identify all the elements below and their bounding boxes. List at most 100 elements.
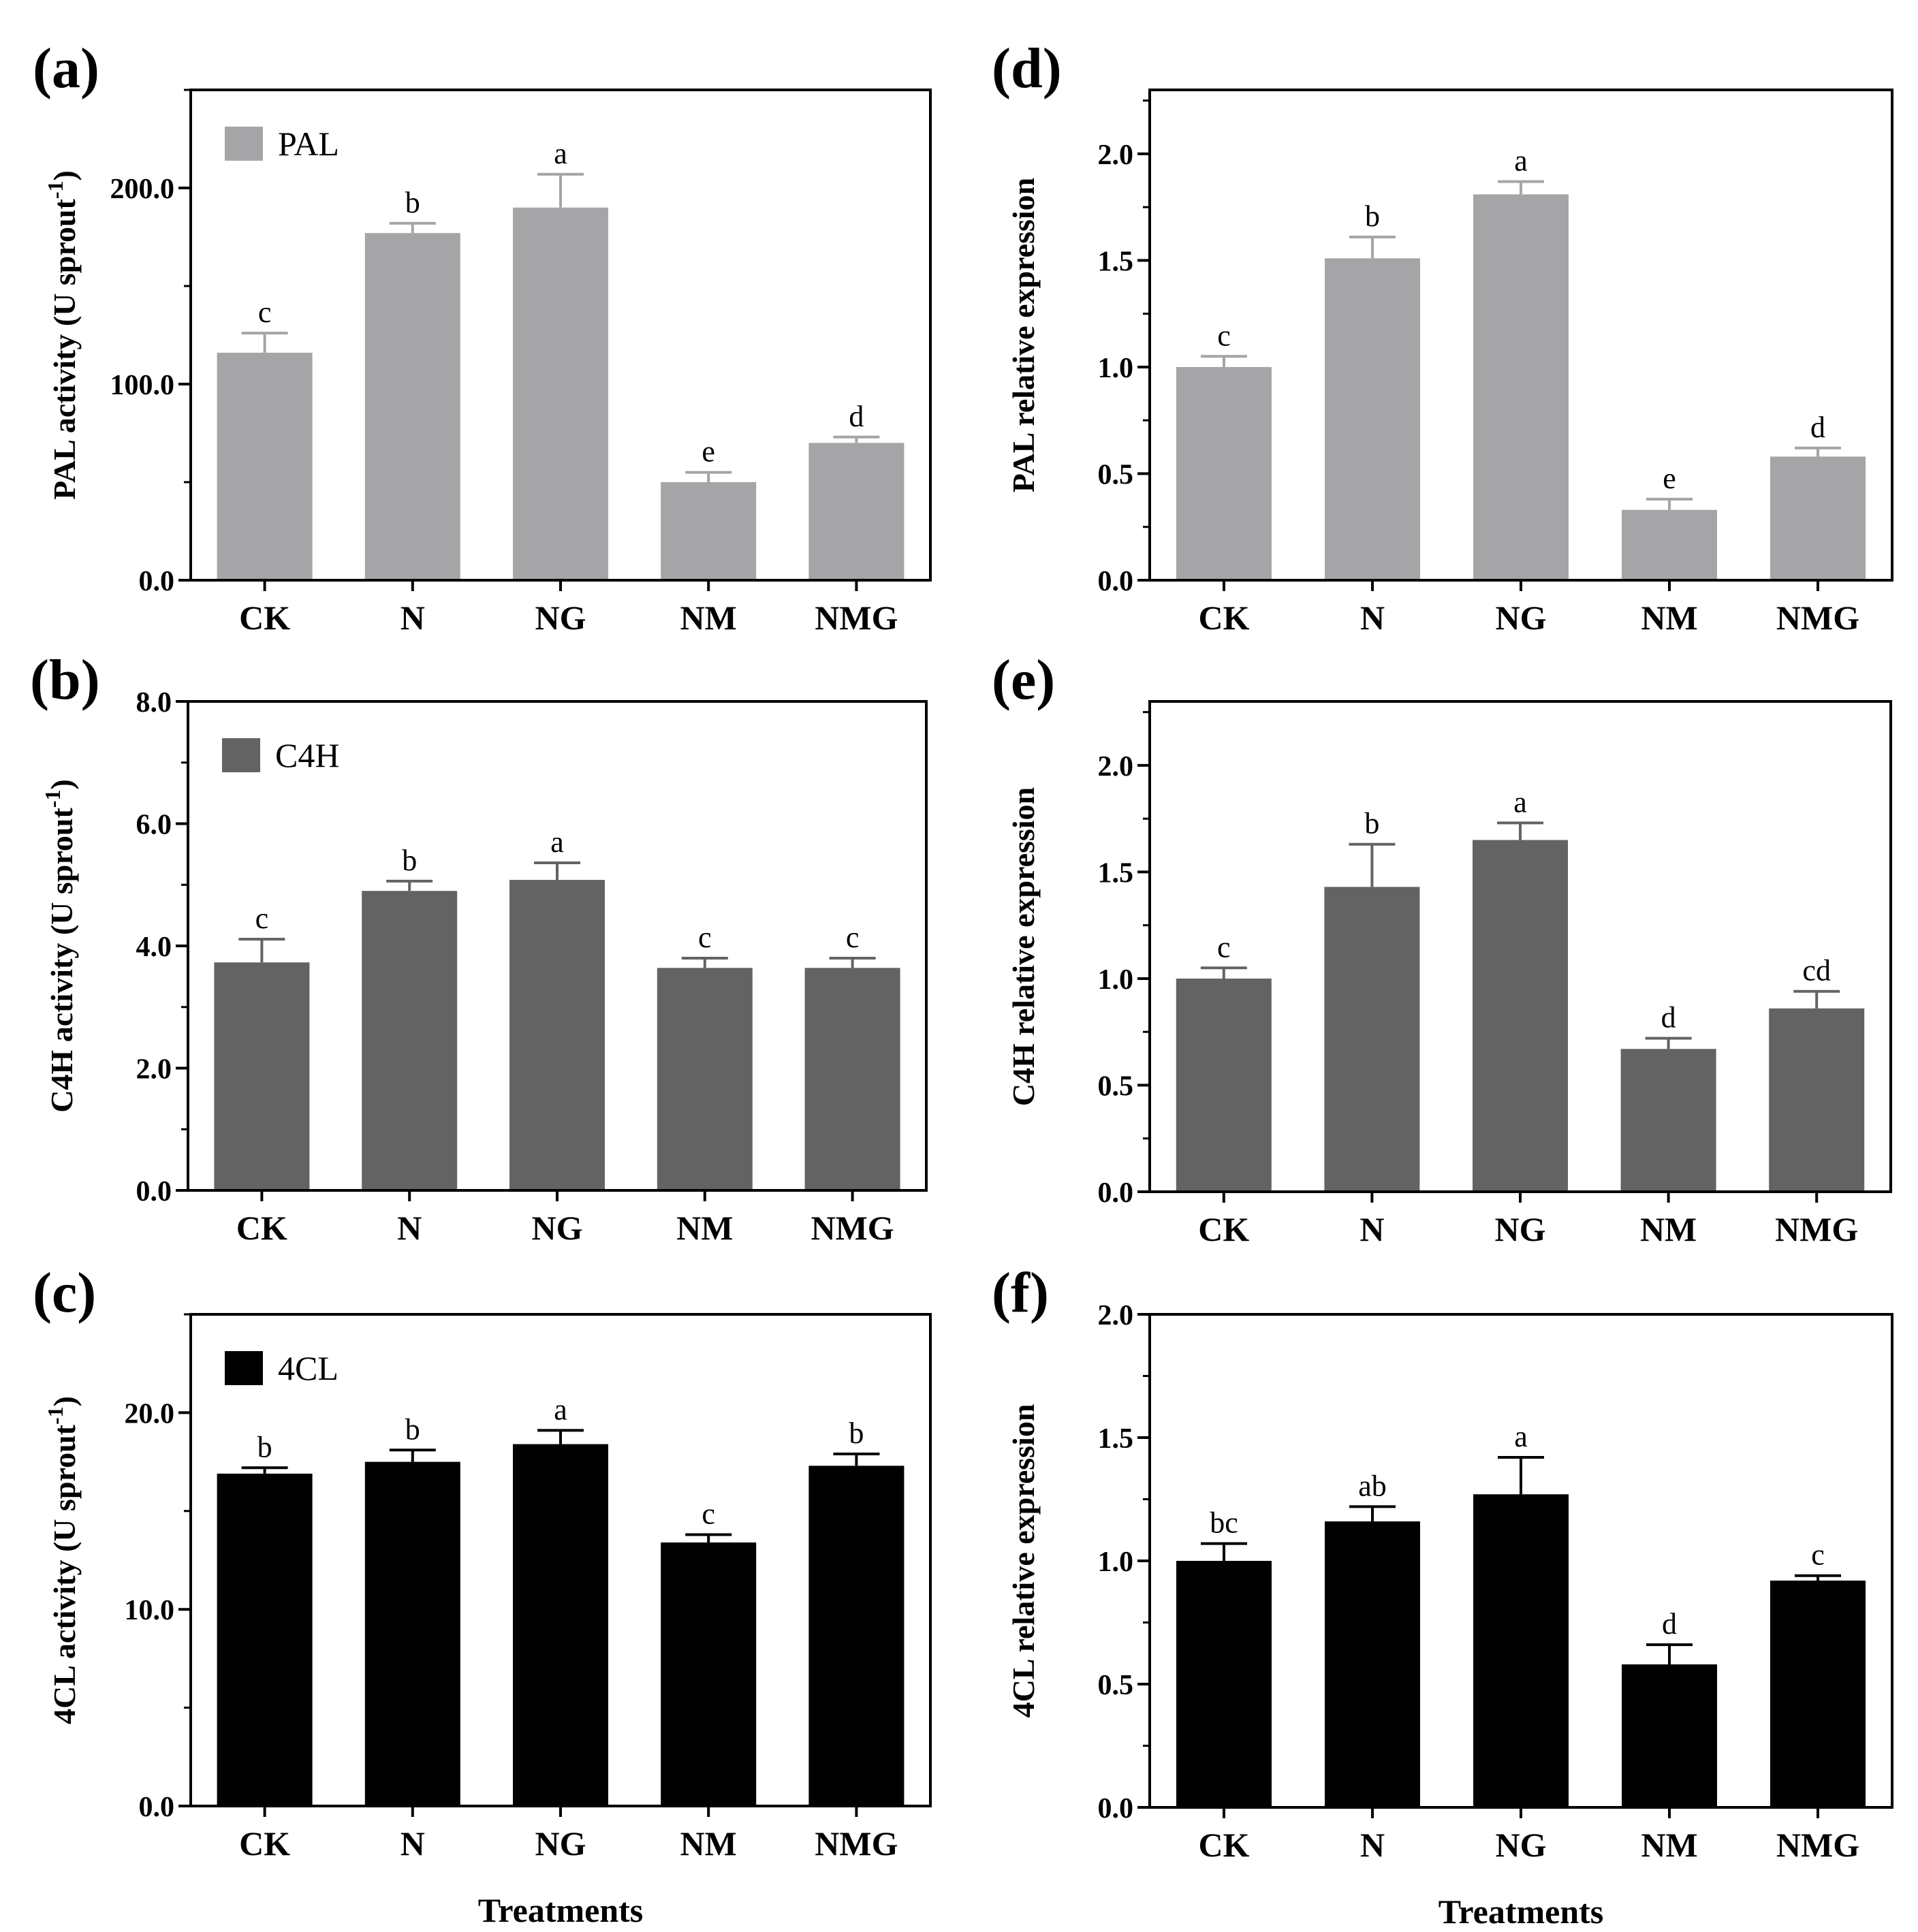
panel-letter: (d) [992, 37, 1062, 100]
y-tick-label: 2.0 [136, 1054, 172, 1086]
x-tick-label: N [400, 1824, 425, 1863]
x-tick-label: CK [239, 599, 290, 637]
significance-label: a [1513, 785, 1527, 819]
significance-label: b [1365, 200, 1380, 233]
x-tick-label: CK [239, 1824, 290, 1863]
x-tick-label: NM [676, 1209, 733, 1247]
bar [808, 1466, 905, 1806]
bar [513, 1444, 608, 1806]
bar [804, 968, 900, 1190]
x-tick-label: NM [1641, 1826, 1697, 1864]
significance-label: c [258, 296, 272, 329]
bar [1770, 1580, 1866, 1807]
significance-label: a [1514, 1420, 1528, 1453]
chart-panel: (f) bc CK ab Na NG d NM c NMG 0.0 0.5 1.0 1.5 2.0 4CL r… [992, 1261, 1893, 1931]
significance-label: cd [1802, 954, 1831, 987]
y-axis-label: C4H activity (U sprout-1) [40, 779, 79, 1113]
chart-panel: (e) c CK b Na NG d NM cd NMG 0.0 0.5 1.0 1.5 2.0 C4H re… [992, 648, 1892, 1248]
legend-label: 4CL [278, 1349, 339, 1387]
x-tick-label: N [1360, 599, 1385, 637]
y-tick-label: 1.5 [1098, 857, 1134, 889]
y-axis-label: C4H relative expression [1006, 787, 1041, 1106]
significance-label: c [1217, 319, 1231, 352]
x-tick-label: NG [1496, 1826, 1547, 1864]
y-tick-label: 100.0 [110, 370, 175, 401]
bar [362, 891, 458, 1190]
y-tick-label: 6.0 [136, 810, 172, 841]
x-tick-label: CK [1198, 1210, 1249, 1248]
x-tick-label: CK [1199, 599, 1250, 637]
bar [217, 352, 313, 580]
chart-panel: (d) c CK b Na NG e NM d NMG 0.0 0.5 1.0 1.5 2.0 PAL rel… [992, 37, 1893, 637]
panel-letter: (f) [992, 1261, 1049, 1325]
bar [509, 880, 605, 1190]
y-tick-label: 0.0 [136, 1176, 172, 1207]
significance-label: a [1514, 144, 1528, 178]
bar [1622, 509, 1717, 580]
significance-label: b [405, 186, 420, 219]
bar [657, 968, 753, 1190]
y-tick-label: 1.5 [1098, 246, 1134, 277]
x-tick-label: NMG [815, 599, 898, 637]
x-tick-label: NMG [1775, 1210, 1858, 1248]
significance-label: c [698, 921, 712, 954]
y-axis-label: 4CL activity (U sprout-1) [43, 1396, 82, 1724]
significance-label: ab [1358, 1469, 1387, 1502]
y-tick-label: 1.0 [1098, 353, 1134, 384]
y-tick-label: 0.0 [1098, 1177, 1134, 1209]
legend-swatch [222, 738, 260, 772]
y-tick-label: 10.0 [125, 1595, 175, 1626]
legend-label: C4H [275, 736, 339, 774]
y-tick-label: 0.0 [1098, 1793, 1134, 1824]
chart-panel: (c) b CK b Na NG c NM b NMG 0.0 10.0 20.0 4CL activit… [33, 1261, 932, 1929]
significance-label: c [702, 1497, 715, 1530]
significance-label: e [1663, 462, 1676, 495]
significance-label: a [554, 137, 567, 170]
significance-label: bc [1210, 1506, 1238, 1540]
x-axis-title: Treatments [478, 1891, 644, 1929]
y-tick-label: 0.0 [139, 566, 175, 597]
significance-label: d [1661, 1001, 1676, 1034]
bar [1770, 456, 1866, 580]
bar [513, 207, 608, 580]
bar [808, 443, 905, 580]
bar [1325, 258, 1420, 580]
bar [1769, 1008, 1865, 1192]
y-axis-label: PAL activity (U sprout-1) [43, 170, 82, 500]
y-tick-label: 4.0 [136, 932, 172, 963]
significance-label: b [405, 1412, 420, 1446]
x-tick-label: NG [532, 1209, 583, 1247]
y-tick-label: 2.0 [1098, 140, 1134, 171]
y-axis-label: PAL relative expression [1006, 178, 1041, 493]
significance-label: b [402, 844, 417, 877]
y-axis-label: 4CL relative expression [1006, 1404, 1041, 1718]
significance-label: e [702, 435, 715, 469]
legend-label: PAL [278, 125, 339, 163]
x-tick-label: NM [680, 599, 737, 637]
significance-label: b [257, 1430, 272, 1463]
x-tick-label: NG [535, 599, 586, 637]
bar [1473, 194, 1569, 580]
y-tick-label: 0.0 [139, 1792, 175, 1823]
bar [1473, 1494, 1569, 1807]
x-tick-label: N [1360, 1826, 1385, 1864]
x-tick-label: NMG [815, 1824, 898, 1863]
y-tick-label: 20.0 [125, 1398, 175, 1429]
x-tick-label: N [400, 599, 425, 637]
x-tick-label: NM [680, 1824, 737, 1863]
significance-label: c [1811, 1538, 1825, 1572]
bar [1324, 887, 1420, 1192]
y-tick-label: 0.0 [1098, 566, 1134, 597]
bar [364, 1461, 460, 1806]
significance-label: b [849, 1416, 864, 1450]
panel-letter: (b) [30, 648, 100, 712]
chart-panel: (b) c CK b Na NG c NM c NMG 0.0 2.0 4.0 6.0 8.0 C4H act… [30, 648, 928, 1247]
x-tick-label: NM [1641, 599, 1697, 637]
y-tick-label: 0.5 [1098, 1071, 1134, 1102]
chart-panel: (a) c CK b Na NG e NM d NMG 0.0 100.0 200.0 PAL activ… [33, 37, 932, 637]
x-axis-title: Treatments [1438, 1893, 1604, 1929]
y-tick-label: 200.0 [110, 174, 175, 205]
bar [1176, 366, 1272, 580]
bar [1176, 978, 1272, 1192]
